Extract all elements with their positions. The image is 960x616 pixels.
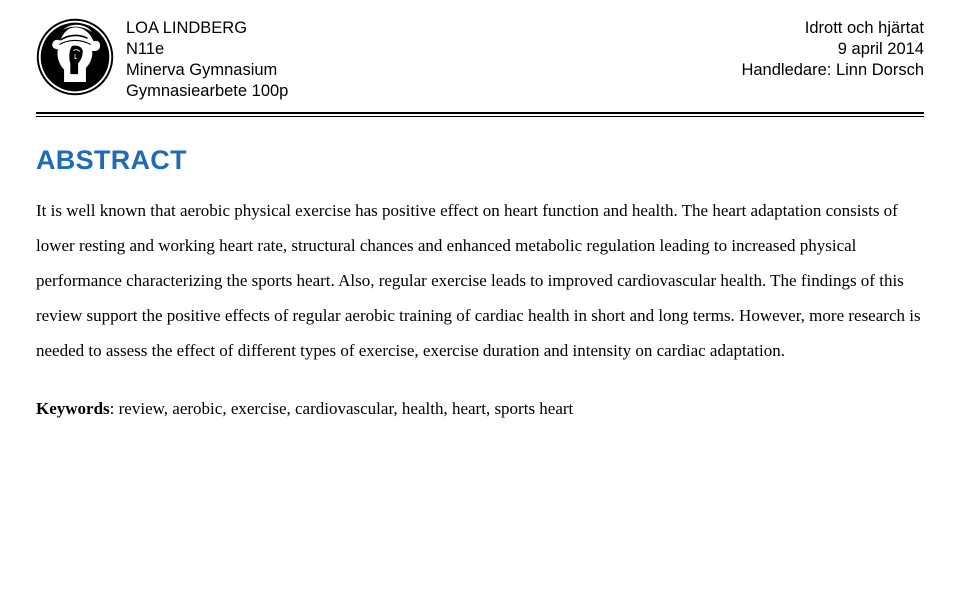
header: LOA LINDBERG N11e Minerva Gymnasium Gymn… [36, 18, 924, 102]
supervisor: Handledare: Linn Dorsch [741, 60, 924, 81]
date: 9 april 2014 [741, 39, 924, 60]
keywords-list: : review, aerobic, exercise, cardiovascu… [110, 399, 574, 418]
class-code: N11e [126, 39, 288, 60]
keywords-label: Keywords [36, 399, 110, 418]
divider-thin [36, 116, 924, 117]
divider-thick [36, 112, 924, 114]
keywords-line: Keywords: review, aerobic, exercise, car… [36, 399, 924, 419]
abstract-heading: ABSTRACT [36, 145, 924, 176]
paper-title: Idrott och hjärtat [741, 18, 924, 39]
course-name: Gymnasiearbete 100p [126, 81, 288, 102]
minerva-logo [36, 18, 114, 96]
school-name: Minerva Gymnasium [126, 60, 288, 81]
header-text-block: LOA LINDBERG N11e Minerva Gymnasium Gymn… [126, 18, 924, 102]
document-page: LOA LINDBERG N11e Minerva Gymnasium Gymn… [0, 0, 960, 419]
header-right: Idrott och hjärtat 9 april 2014 Handleda… [741, 18, 924, 102]
abstract-body: It is well known that aerobic physical e… [36, 194, 924, 368]
header-left: LOA LINDBERG N11e Minerva Gymnasium Gymn… [126, 18, 288, 102]
author-name: LOA LINDBERG [126, 18, 288, 39]
